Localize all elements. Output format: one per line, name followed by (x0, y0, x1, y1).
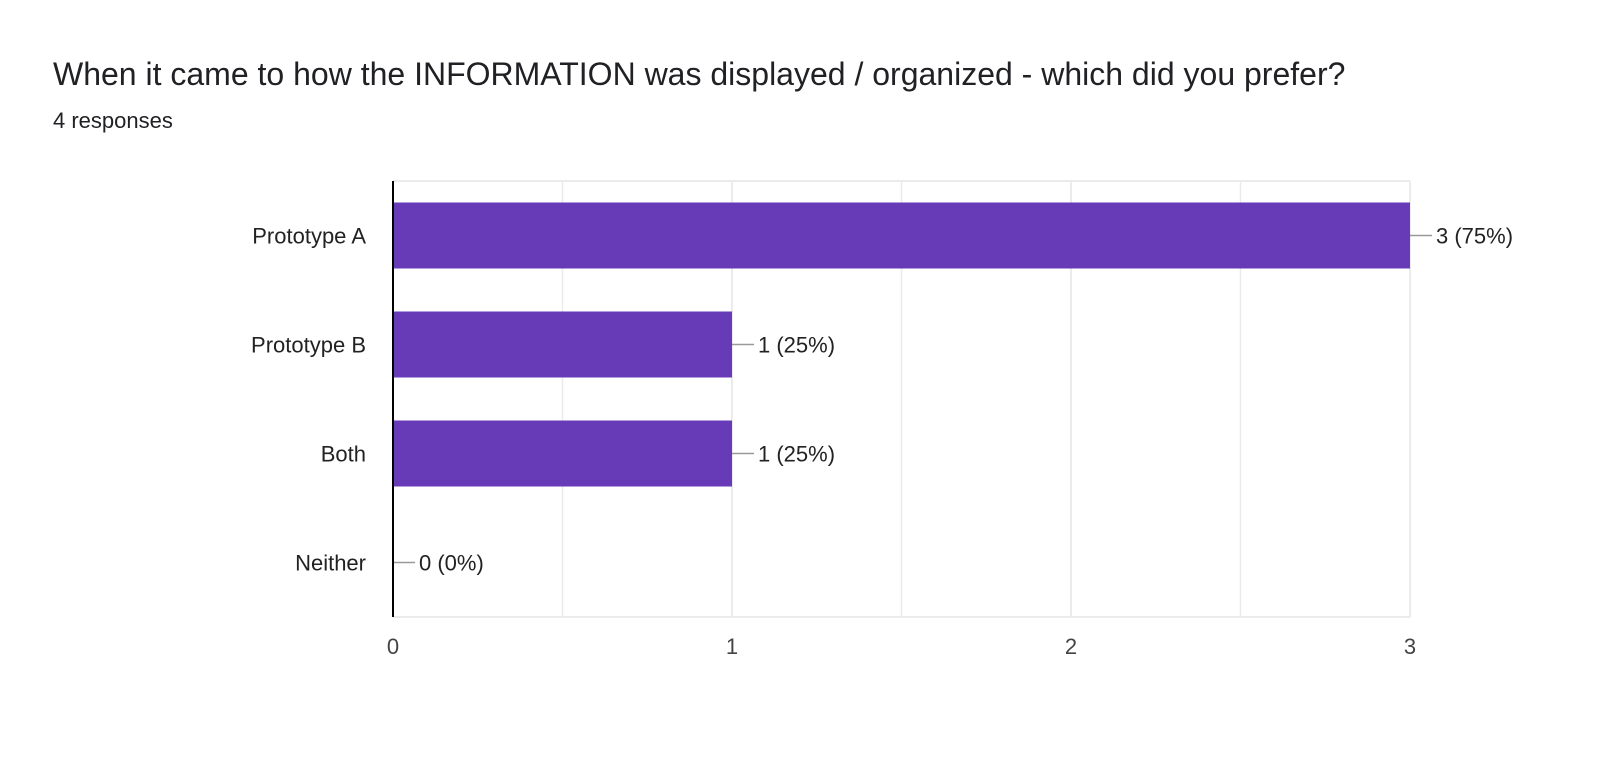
bar-0 (393, 202, 1410, 269)
question-title: When it came to how the INFORMATION was … (53, 56, 1346, 92)
bar-2 (393, 420, 732, 487)
bar-1 (393, 311, 732, 378)
x-tick-label-1: 1 (726, 634, 738, 659)
data-label-1: 1 (25%) (758, 333, 835, 358)
bars (393, 202, 1410, 487)
x-tick-label-3: 3 (1404, 634, 1416, 659)
category-labels: Prototype A Prototype B Both Neither (251, 224, 366, 576)
data-labels: 3 (75%) 1 (25%) 1 (25%) 0 (0%) (419, 224, 1513, 576)
x-tick-label-0: 0 (387, 634, 399, 659)
data-label-2: 1 (25%) (758, 442, 835, 467)
leader-lines (393, 234, 1432, 564)
response-count: 4 responses (53, 108, 173, 133)
category-label-0: Prototype A (252, 224, 366, 249)
tick-labels: 0 1 2 3 (387, 634, 1416, 659)
category-label-2: Both (321, 442, 366, 467)
x-tick-label-2: 2 (1065, 634, 1077, 659)
category-label-3: Neither (295, 551, 366, 576)
data-label-0: 3 (75%) (1436, 224, 1513, 249)
category-label-1: Prototype B (251, 333, 366, 358)
data-label-3: 0 (0%) (419, 551, 484, 576)
